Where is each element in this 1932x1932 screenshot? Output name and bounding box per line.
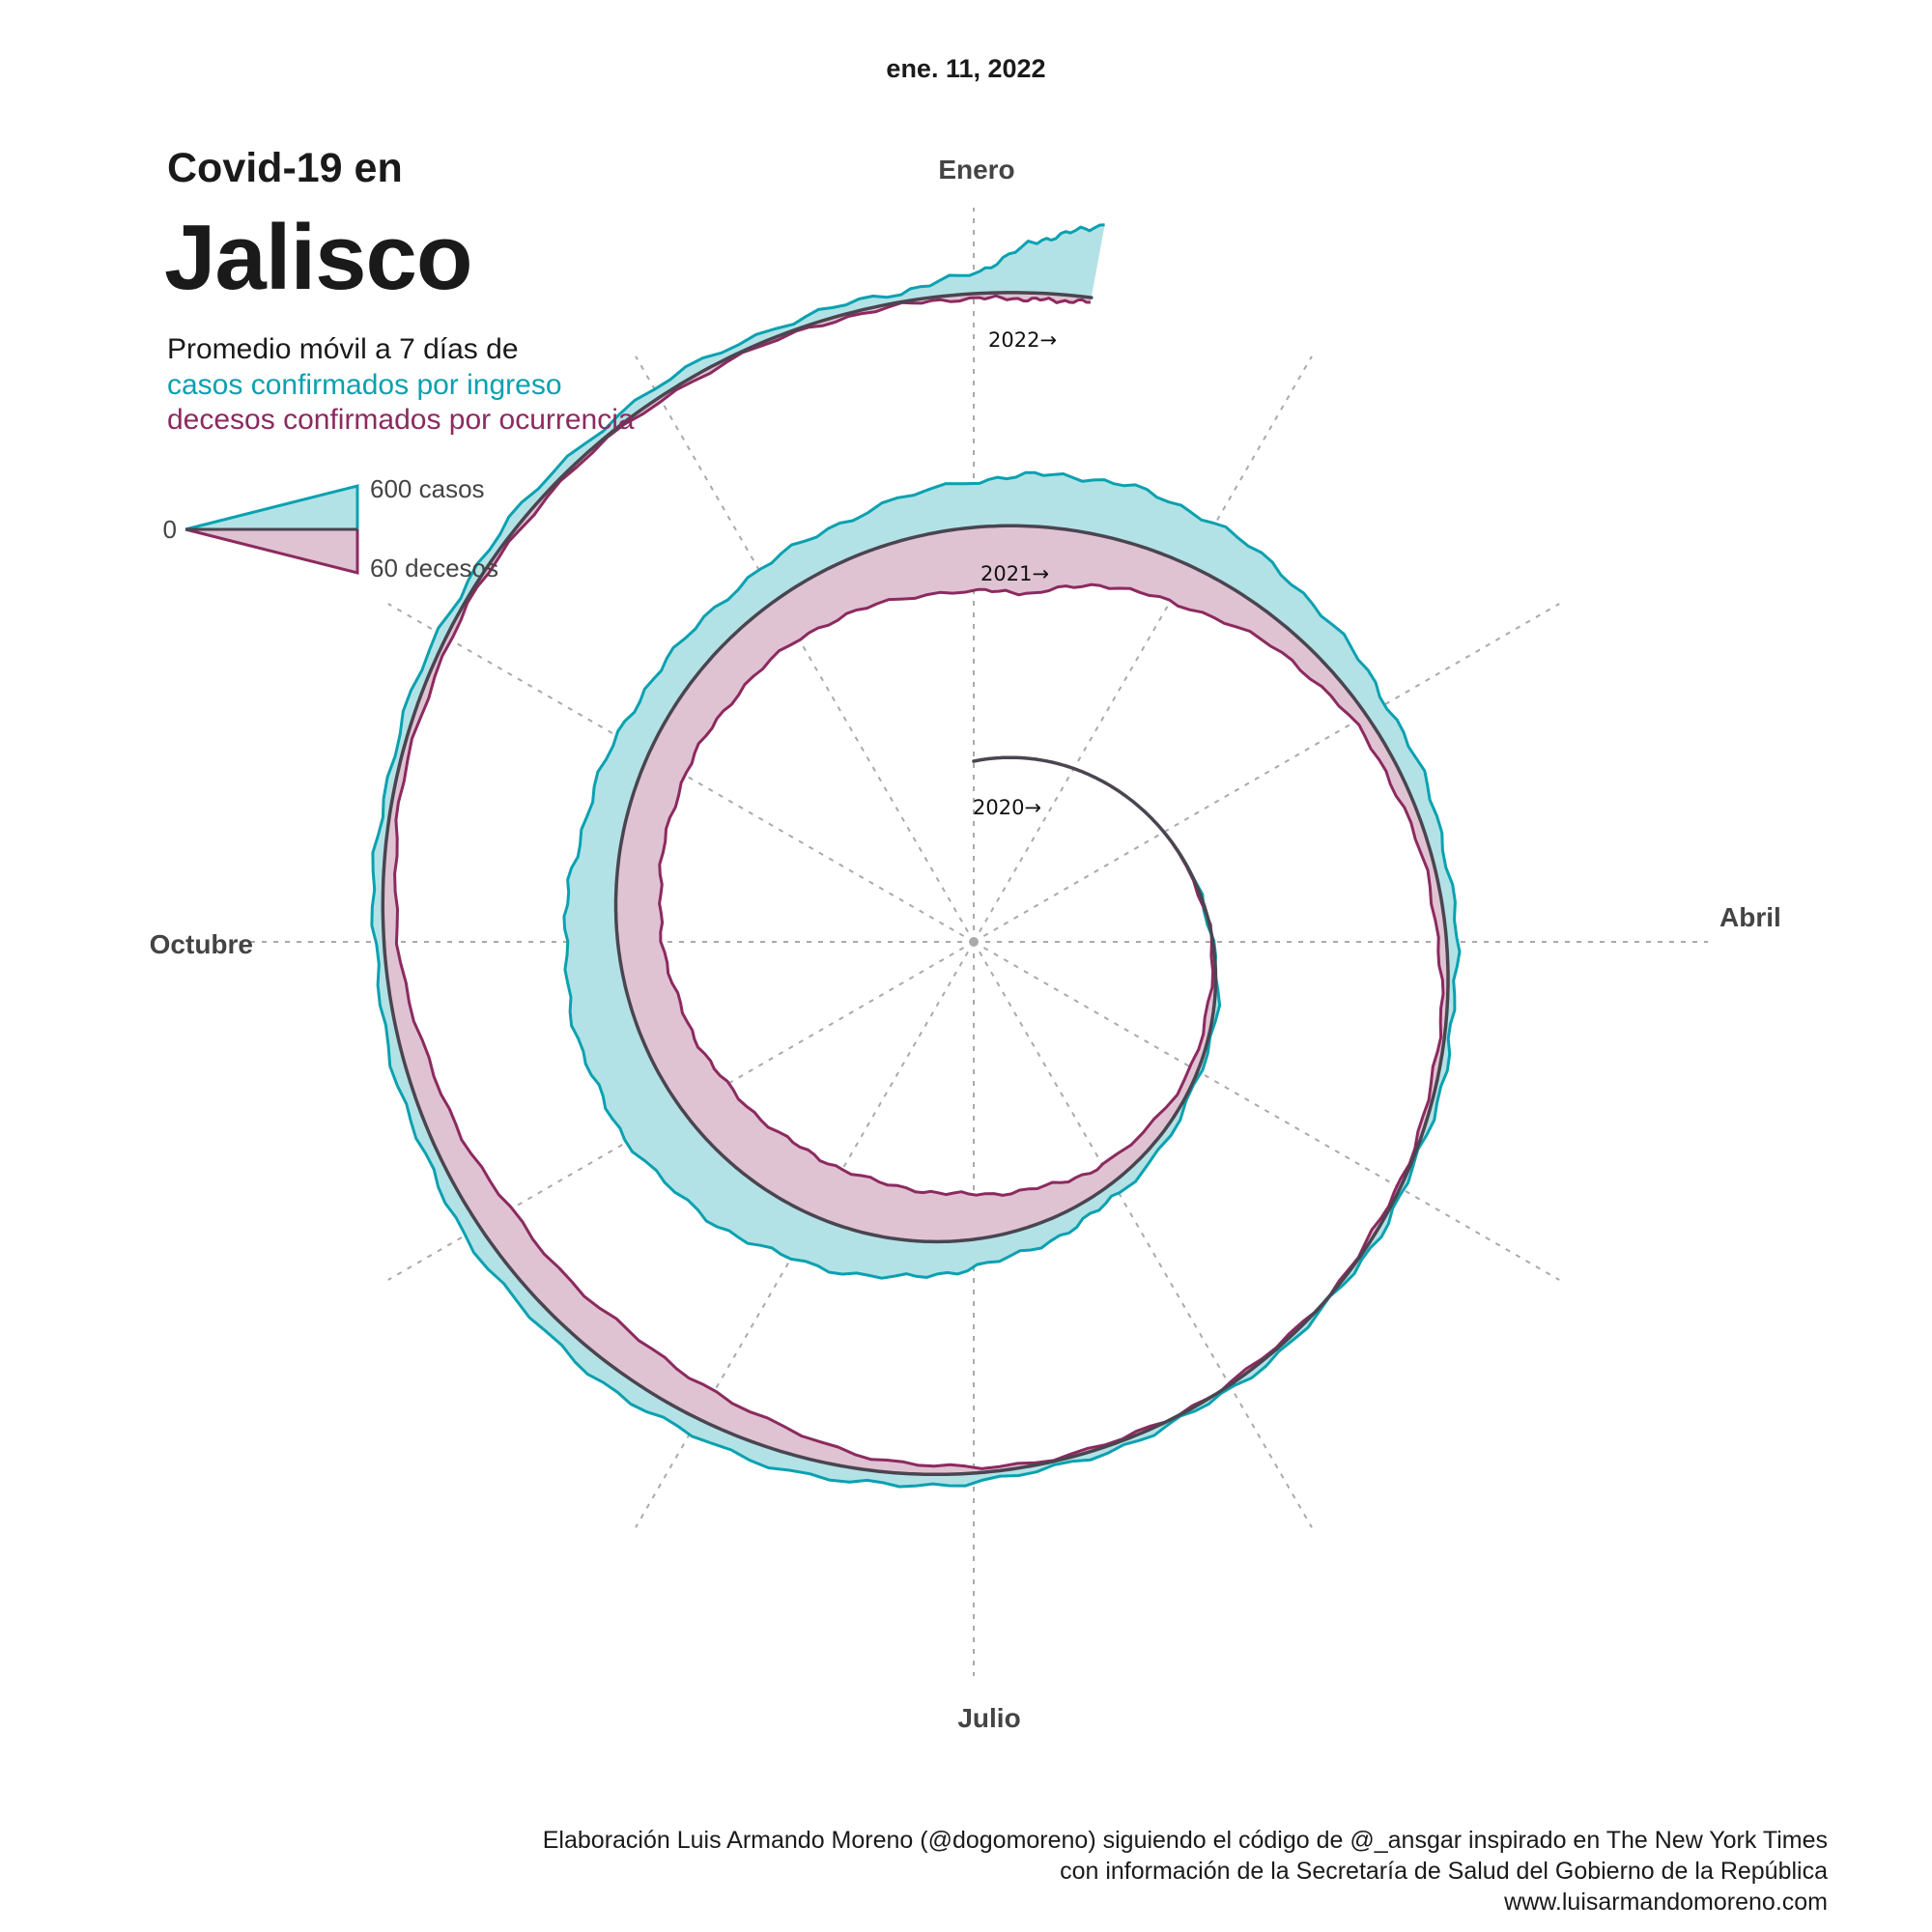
credits-line-1: Elaboración Luis Armando Moreno (@dogomo…: [542, 1827, 1828, 1854]
month-label-octubre: Octubre: [150, 929, 253, 959]
month-label-julio: Julio: [957, 1703, 1020, 1733]
gridline-month-3: [973, 603, 1560, 943]
gridline-month-5: [973, 941, 1560, 1281]
legend-deaths-label: 60 decesos: [370, 554, 498, 582]
subtitle: Promedio móvil a 7 días de: [167, 333, 519, 365]
cases-area: [371, 224, 1460, 1488]
deaths-area: [383, 292, 1448, 1475]
credits: Elaboración Luis Armando Moreno (@dogomo…: [543, 1825, 1828, 1918]
axis-labels: Enero Abril Julio Octubre 2020→ 2021→ 20…: [150, 155, 1781, 1733]
legend-cases-line: [185, 484, 359, 531]
month-label-enero: Enero: [938, 155, 1014, 185]
credits-line-3: www.luisarmandomoreno.com: [1504, 1889, 1828, 1916]
title-line1: Covid-19 en: [167, 145, 403, 191]
gridline-month-12: [635, 355, 975, 943]
deaths-series-label: decesos confirmados por ocurrencia: [167, 404, 635, 436]
year-label-2022: 2022→: [988, 328, 1057, 352]
legend: 0 600 casos 60 decesos: [163, 474, 498, 582]
legend-deaths-line: [185, 527, 359, 575]
cases-line: [370, 223, 1462, 1489]
year-label-2021: 2021→: [980, 562, 1049, 585]
month-label-abril: Abril: [1719, 902, 1781, 932]
year-label-2020: 2020→: [973, 796, 1041, 819]
date-label: ene. 11, 2022: [886, 54, 1046, 83]
legend-zero-label: 0: [163, 515, 177, 544]
baseline-spiral: [381, 291, 1450, 1477]
credits-line-2: con información de la Secretaría de Salu…: [1060, 1858, 1828, 1885]
legend-cases-label: 600 casos: [370, 474, 485, 503]
series-areas: [370, 223, 1462, 1489]
deaths-line: [393, 294, 1445, 1470]
gridline-month-2: [973, 355, 1313, 943]
cases-series-label: casos confirmados por ingreso: [167, 369, 562, 401]
spiral-center-dot: [970, 938, 978, 946]
gridline-month-6: [973, 941, 1313, 1528]
title-line2: Jalisco: [164, 206, 473, 309]
